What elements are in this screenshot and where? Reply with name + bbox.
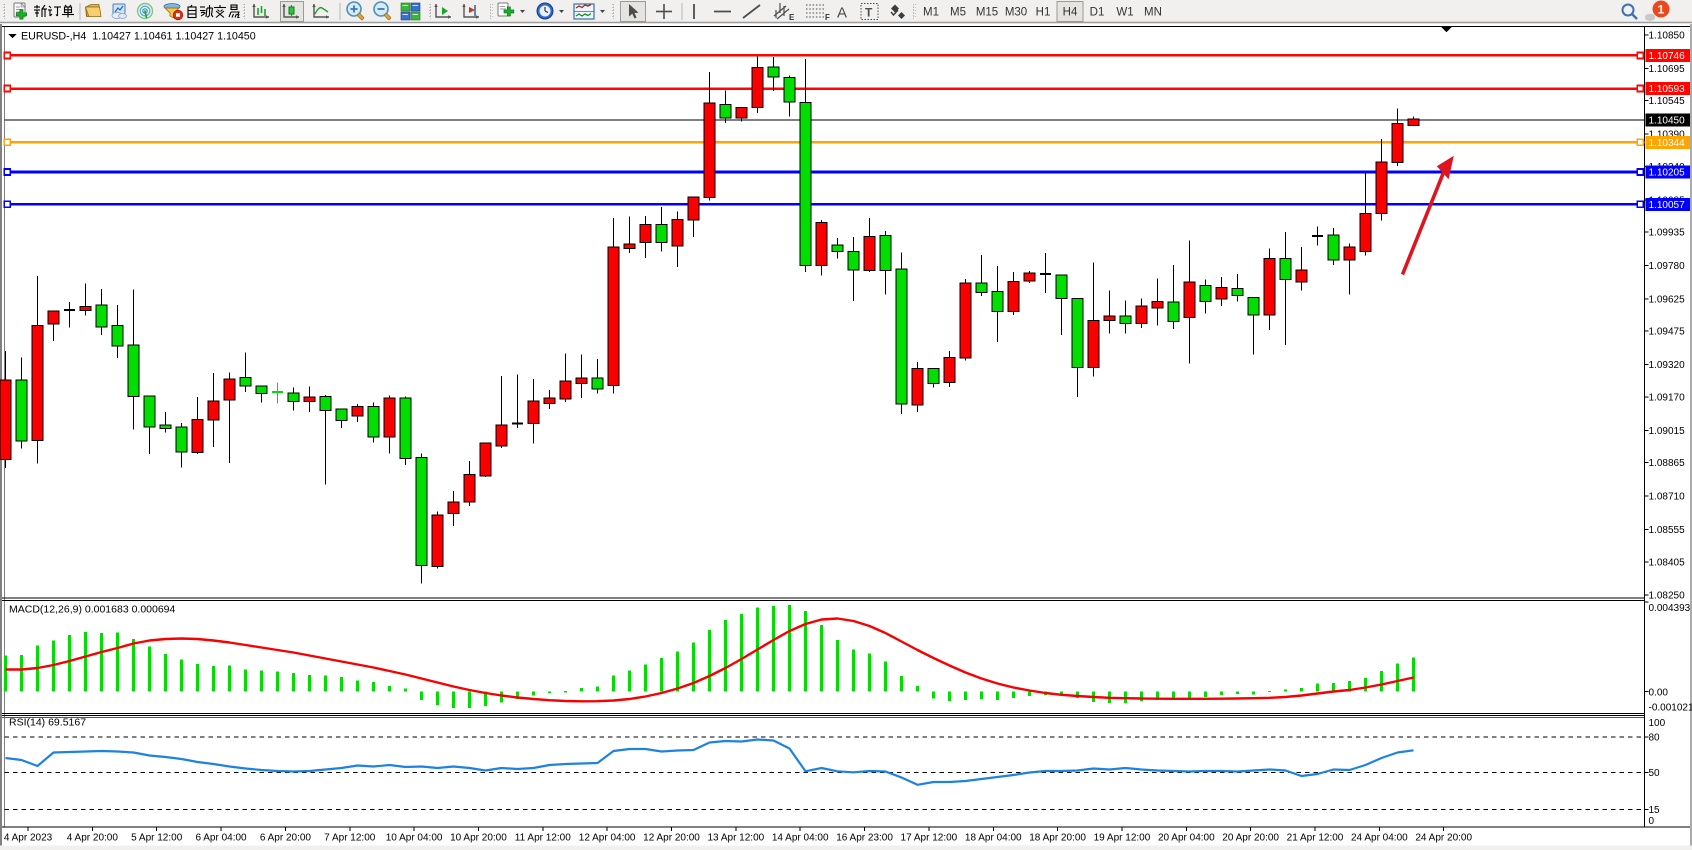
svg-text:T: T [865,6,873,20]
svg-text:6 Apr 20:00: 6 Apr 20:00 [260,833,312,844]
svg-text:1.10545: 1.10545 [1649,96,1686,107]
svg-text:13 Apr 12:00: 13 Apr 12:00 [707,833,764,844]
svg-text:1.10593: 1.10593 [1649,84,1686,95]
svg-text:19 Apr 12:00: 19 Apr 12:00 [1094,833,1151,844]
svg-text:7 Apr 12:00: 7 Apr 12:00 [324,833,376,844]
svg-text:M15: M15 [976,7,998,19]
svg-text:15: 15 [1649,805,1661,816]
svg-text:6 Apr 04:00: 6 Apr 04:00 [195,833,247,844]
svg-text:D1: D1 [1090,7,1105,19]
svg-text:14 Apr 04:00: 14 Apr 04:00 [772,833,829,844]
svg-text:24 Apr 04:00: 24 Apr 04:00 [1351,833,1408,844]
svg-text:11 Apr 12:00: 11 Apr 12:00 [515,833,571,844]
svg-text:21 Apr 12:00: 21 Apr 12:00 [1287,833,1344,844]
svg-text:1.10450: 1.10450 [1649,116,1686,127]
svg-text:1.10390: 1.10390 [1649,130,1686,141]
svg-text:4 Apr 2023: 4 Apr 2023 [4,833,53,844]
svg-text:1.10850: 1.10850 [1649,31,1686,42]
svg-text:RSI(14) 69.5167: RSI(14) 69.5167 [9,717,86,729]
svg-text:1.08710: 1.08710 [1649,492,1686,503]
svg-text:17 Apr 12:00: 17 Apr 12:00 [901,833,958,844]
svg-text:18 Apr 04:00: 18 Apr 04:00 [965,833,1022,844]
svg-text:EURUSD-,H4 1.10427 1.10461 1.: EURUSD-,H4 1.10427 1.10461 1.10427 1.104… [21,31,256,43]
svg-text:18 Apr 20:00: 18 Apr 20:00 [1029,833,1086,844]
svg-text:80: 80 [1649,733,1661,744]
svg-text:12 Apr 20:00: 12 Apr 20:00 [643,833,700,844]
svg-text:E: E [789,13,795,22]
svg-text:20 Apr 04:00: 20 Apr 04:00 [1158,833,1215,844]
svg-text:1.09935: 1.09935 [1649,228,1686,239]
svg-text:100: 100 [1649,718,1666,729]
svg-text:12 Apr 04:00: 12 Apr 04:00 [579,833,636,844]
svg-text:24 Apr 20:00: 24 Apr 20:00 [1415,833,1472,844]
svg-text:20 Apr 20:00: 20 Apr 20:00 [1222,833,1279,844]
svg-text:W1: W1 [1116,7,1133,19]
svg-text:1.09780: 1.09780 [1649,261,1686,272]
svg-text:1.10057: 1.10057 [1649,200,1686,211]
svg-text:1.09475: 1.09475 [1649,327,1686,338]
svg-text:1.08865: 1.08865 [1649,458,1686,469]
svg-text:-0.001021: -0.001021 [1649,703,1692,714]
svg-text:1: 1 [1658,3,1665,17]
svg-text:A: A [837,5,847,22]
svg-text:1.10344: 1.10344 [1649,138,1686,149]
svg-text:10 Apr 20:00: 10 Apr 20:00 [450,833,507,844]
svg-text:4 Apr 20:00: 4 Apr 20:00 [67,833,119,844]
svg-text:0.00: 0.00 [1649,688,1669,699]
svg-text:1.10695: 1.10695 [1649,64,1686,75]
svg-text:M5: M5 [950,7,966,19]
svg-text:5 Apr 12:00: 5 Apr 12:00 [131,833,183,844]
svg-text:F: F [825,13,830,22]
svg-text:1.09320: 1.09320 [1649,360,1686,371]
svg-text:16 Apr 23:00: 16 Apr 23:00 [836,833,893,844]
svg-text:1.10746: 1.10746 [1649,51,1686,62]
svg-text:50: 50 [1649,768,1661,779]
svg-text:1.08555: 1.08555 [1649,525,1686,536]
svg-text:1.09625: 1.09625 [1649,294,1686,305]
svg-text:MN: MN [1144,7,1162,19]
svg-text:MACD(12,26,9) 0.001683 0.00069: MACD(12,26,9) 0.001683 0.000694 [9,604,176,616]
svg-text:M30: M30 [1005,7,1027,19]
svg-text:10 Apr 04:00: 10 Apr 04:00 [386,833,443,844]
svg-text:1.08250: 1.08250 [1649,591,1686,602]
svg-text:H4: H4 [1063,7,1078,19]
svg-text:1.08405: 1.08405 [1649,557,1686,568]
svg-text:1.09015: 1.09015 [1649,426,1686,437]
svg-text:0: 0 [1649,816,1655,827]
svg-text:1.09170: 1.09170 [1649,392,1686,403]
svg-text:H1: H1 [1036,7,1051,19]
svg-text:M1: M1 [923,7,939,19]
svg-text:0.004393: 0.004393 [1649,603,1691,614]
svg-text:1.10205: 1.10205 [1649,168,1686,179]
